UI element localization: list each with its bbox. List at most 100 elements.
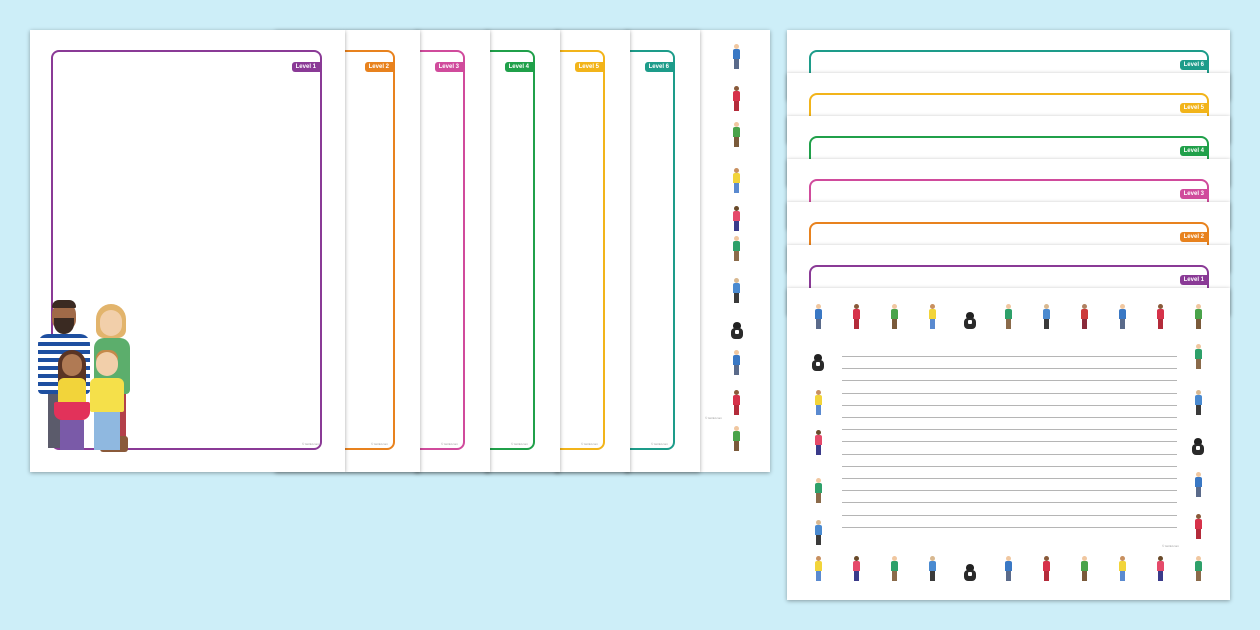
person-clipart bbox=[891, 304, 898, 330]
dog-clipart bbox=[964, 312, 976, 330]
level-tag: Level 2 bbox=[1179, 232, 1208, 242]
person-body bbox=[733, 355, 740, 365]
writing-line bbox=[842, 380, 1177, 382]
person-head bbox=[734, 122, 739, 127]
person-head bbox=[1196, 344, 1201, 349]
level-tag: Level 4 bbox=[1179, 146, 1208, 156]
person-body bbox=[1081, 309, 1088, 319]
person-legs bbox=[930, 571, 935, 581]
person-clipart bbox=[929, 556, 936, 582]
dog-clipart bbox=[812, 354, 824, 372]
person-body bbox=[1119, 561, 1126, 571]
person-head bbox=[734, 390, 739, 395]
writing-line bbox=[842, 368, 1177, 370]
person-clipart bbox=[1157, 556, 1164, 582]
writing-line bbox=[842, 478, 1177, 479]
person-body bbox=[1119, 309, 1126, 319]
dog-collar bbox=[1196, 446, 1200, 450]
writing-line bbox=[842, 526, 1177, 528]
person-clipart bbox=[733, 236, 740, 262]
person-head bbox=[1082, 304, 1087, 309]
person-legs bbox=[854, 571, 859, 581]
person-clipart bbox=[1195, 344, 1202, 370]
person-body bbox=[815, 561, 822, 571]
person-legs bbox=[1120, 319, 1125, 329]
person-clipart bbox=[1005, 304, 1012, 330]
person-clipart bbox=[733, 44, 740, 70]
person-legs bbox=[1044, 571, 1049, 581]
copyright: © twinkl.com bbox=[651, 442, 669, 446]
person-head bbox=[734, 426, 739, 431]
person-body bbox=[1005, 309, 1012, 319]
person-body bbox=[733, 283, 740, 293]
boy-top bbox=[90, 378, 124, 412]
person-head bbox=[1196, 304, 1201, 309]
person-legs bbox=[816, 571, 821, 581]
copyright: © twinkl.com bbox=[371, 442, 389, 446]
copyright: © twinkl.com bbox=[302, 442, 320, 446]
person-clipart bbox=[1119, 556, 1126, 582]
mum-head bbox=[100, 310, 122, 336]
girl-legs bbox=[60, 420, 84, 450]
person-clipart bbox=[929, 304, 936, 330]
person-body bbox=[1157, 561, 1164, 571]
person-clipart bbox=[733, 390, 740, 416]
person-body bbox=[815, 395, 822, 405]
person-body bbox=[1195, 349, 1202, 359]
person-body bbox=[815, 483, 822, 493]
person-legs bbox=[734, 137, 739, 147]
person-body bbox=[733, 431, 740, 441]
person-body bbox=[1195, 395, 1202, 405]
writing-line bbox=[842, 502, 1177, 504]
person-legs bbox=[1044, 319, 1049, 329]
dad-hair bbox=[52, 300, 76, 308]
person-body bbox=[815, 435, 822, 445]
person-head bbox=[1044, 556, 1049, 561]
level-tag: Level 6 bbox=[1179, 60, 1208, 70]
person-head bbox=[816, 556, 821, 561]
person-legs bbox=[734, 293, 739, 303]
person-clipart bbox=[1119, 304, 1126, 330]
person-legs bbox=[1196, 571, 1201, 581]
girl-skirt bbox=[54, 402, 90, 420]
copyright: © twinkl.com bbox=[705, 416, 723, 420]
person-clipart bbox=[853, 556, 860, 582]
person-body bbox=[733, 91, 740, 101]
person-head bbox=[734, 86, 739, 91]
person-legs bbox=[816, 445, 821, 455]
level-tag: Level 1 bbox=[291, 62, 320, 72]
person-clipart bbox=[733, 168, 740, 194]
person-head bbox=[734, 206, 739, 211]
person-clipart bbox=[1195, 556, 1202, 582]
person-legs bbox=[1158, 319, 1163, 329]
level-tag: Level 2 bbox=[364, 62, 393, 72]
person-head bbox=[816, 478, 821, 483]
person-clipart bbox=[733, 206, 740, 232]
dog-collar bbox=[735, 330, 739, 334]
person-legs bbox=[734, 59, 739, 69]
boy-legs bbox=[94, 412, 120, 450]
dad-beard bbox=[54, 318, 74, 334]
person-legs bbox=[1006, 319, 1011, 329]
person-clipart bbox=[815, 478, 822, 504]
person-clipart bbox=[853, 304, 860, 330]
person-clipart bbox=[733, 122, 740, 148]
person-legs bbox=[734, 441, 739, 451]
person-legs bbox=[816, 319, 821, 329]
person-legs bbox=[1006, 571, 1011, 581]
person-clipart bbox=[733, 278, 740, 304]
person-body bbox=[1043, 561, 1050, 571]
person-head bbox=[930, 556, 935, 561]
person-body bbox=[1157, 309, 1164, 319]
dog-head bbox=[966, 312, 974, 319]
person-legs bbox=[1196, 405, 1201, 415]
girl-head bbox=[62, 354, 82, 376]
person-head bbox=[734, 168, 739, 173]
landscape-page-children-border: © twinkl.com bbox=[787, 288, 1230, 600]
person-legs bbox=[734, 405, 739, 415]
person-legs bbox=[1082, 319, 1087, 329]
person-clipart bbox=[1195, 390, 1202, 416]
person-clipart bbox=[1081, 304, 1088, 330]
person-head bbox=[1120, 304, 1125, 309]
person-body bbox=[733, 173, 740, 183]
